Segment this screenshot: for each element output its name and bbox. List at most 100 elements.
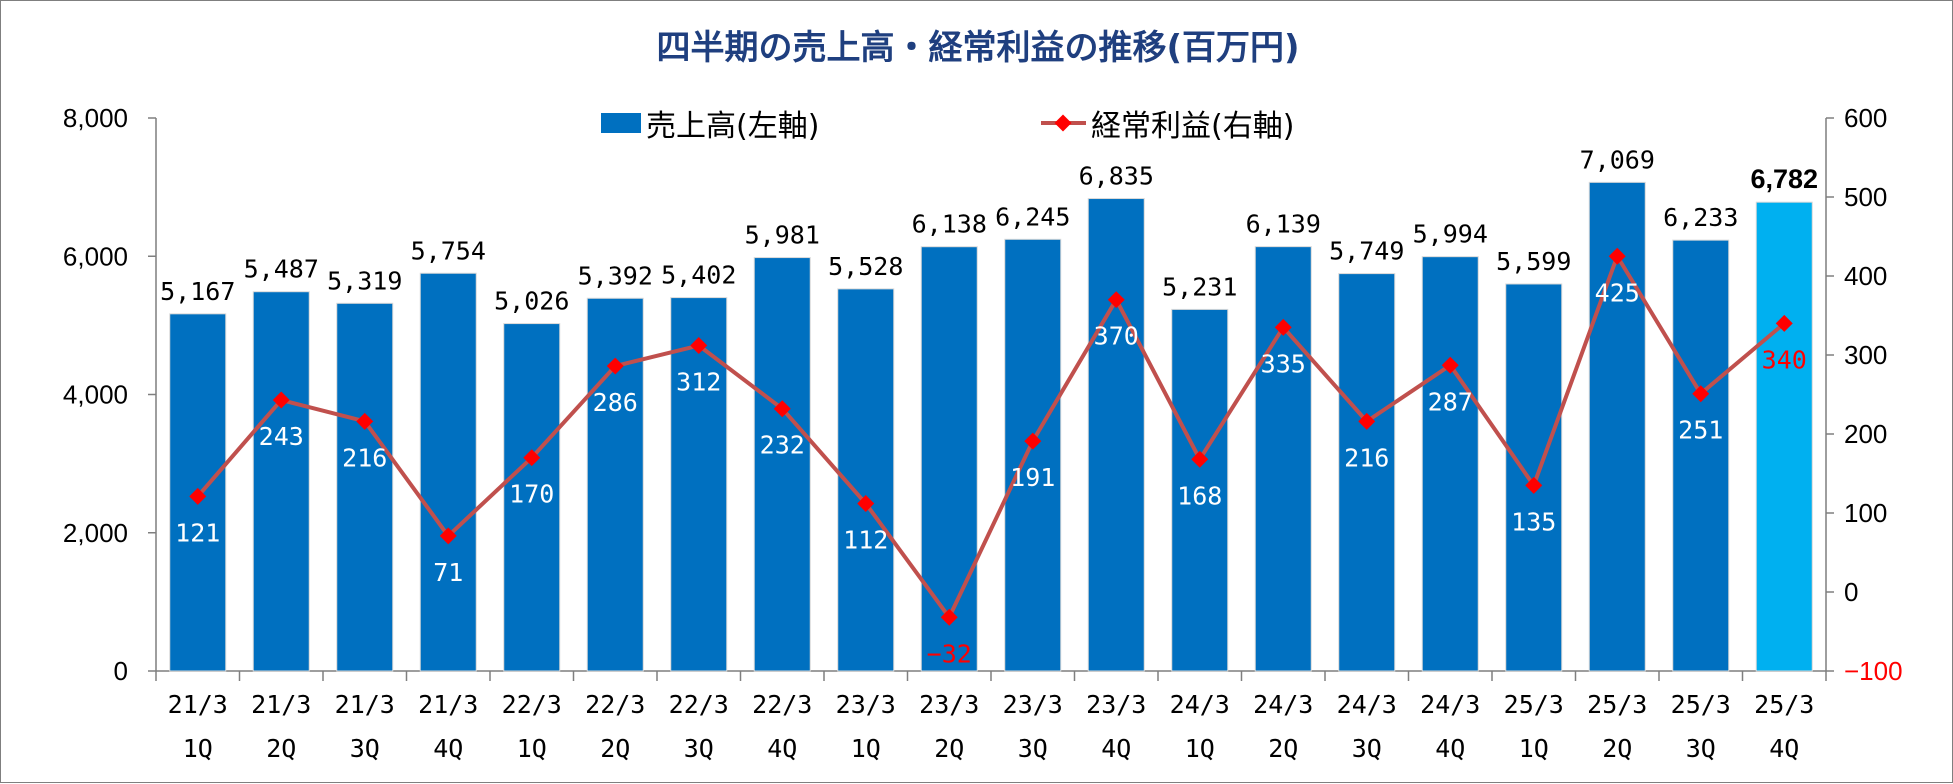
bar — [1254, 246, 1312, 672]
x-tick-label-year: 23/3 — [919, 690, 979, 719]
bar-value-label: 5,528 — [828, 252, 903, 281]
profit-value-label: 121 — [175, 518, 220, 547]
profit-value-label: 340 — [1762, 345, 1807, 374]
bar-value-label: 6,233 — [1663, 203, 1738, 232]
profit-value-label: 191 — [1010, 463, 1055, 492]
x-tick-label-year: 22/3 — [502, 690, 562, 719]
x-tick-label-year: 24/3 — [1337, 690, 1397, 719]
bar-value-label: 5,231 — [1162, 272, 1237, 301]
x-tick-label-year: 24/3 — [1253, 690, 1313, 719]
x-tick-label-year: 22/3 — [585, 690, 645, 719]
bar-value-label: 5,994 — [1413, 220, 1488, 249]
x-tick-label-quarter: 3Q — [1018, 734, 1048, 763]
profit-value-label: 216 — [342, 443, 387, 472]
profit-value-label: 287 — [1428, 387, 1473, 416]
bar-value-label: 5,026 — [494, 287, 569, 316]
bar — [1755, 201, 1813, 672]
data-labels: 5,167 5,487 5,319 5,754 5,026 5,392 5,402 5,981… — [160, 145, 1818, 668]
right-tick-label: 600 — [1844, 103, 1887, 133]
profit-value-label: 168 — [1177, 481, 1222, 510]
x-tick-label-quarter: 3Q — [1686, 734, 1716, 763]
x-tick-label-year: 21/3 — [251, 690, 311, 719]
x-tick-label-year: 23/3 — [1086, 690, 1146, 719]
x-tick-label-quarter: 1Q — [851, 734, 881, 763]
x-tick-label-year: 22/3 — [752, 690, 812, 719]
x-tick-label-quarter: 3Q — [350, 734, 380, 763]
x-tick-label-quarter: 2Q — [266, 734, 296, 763]
bar-value-label: 6,835 — [1079, 162, 1154, 191]
bar-series — [169, 181, 1813, 672]
x-tick-label-year: 25/3 — [1587, 690, 1647, 719]
bar-value-label: 5,167 — [160, 277, 235, 306]
left-tick-label: 8,000 — [63, 103, 128, 133]
profit-value-label: 112 — [843, 526, 888, 555]
x-tick-label-year: 24/3 — [1420, 690, 1480, 719]
x-tick-label-year: 23/3 — [1003, 690, 1063, 719]
x-tick-label-quarter: 4Q — [1435, 734, 1465, 763]
left-tick-label: 6,000 — [63, 241, 128, 271]
right-tick-label: 100 — [1844, 498, 1887, 528]
x-tick-label-quarter: 2Q — [1268, 734, 1298, 763]
x-tick-label-quarter: 1Q — [1519, 734, 1549, 763]
bar — [419, 272, 477, 672]
right-tick-label: 0 — [1844, 577, 1858, 607]
profit-value-label: 286 — [593, 388, 638, 417]
x-tick-label-quarter: 4Q — [1769, 734, 1799, 763]
x-tick-label-quarter: 1Q — [517, 734, 547, 763]
profit-value-label: 243 — [259, 422, 304, 451]
bar-value-label: 5,402 — [661, 261, 736, 290]
profit-marker — [523, 449, 541, 467]
left-tick-label: 2,000 — [63, 518, 128, 548]
bar — [586, 297, 644, 672]
left-tick-label: 0 — [114, 656, 128, 686]
x-tick-label-year: 23/3 — [836, 690, 896, 719]
bar — [1004, 238, 1062, 672]
x-tick-label-quarter: 4Q — [433, 734, 463, 763]
profit-marker — [940, 608, 958, 626]
profit-value-label: 71 — [433, 558, 463, 587]
profit-value-label: −32 — [927, 639, 972, 668]
axes: 0 2,000 4,000 6,000 8,000 −100 0 100 200 300 400 50… — [63, 103, 1903, 763]
bar — [920, 246, 978, 672]
x-tick-label-quarter: 2Q — [600, 734, 630, 763]
x-tick-label-year: 25/3 — [1504, 690, 1564, 719]
profit-value-label: 370 — [1094, 322, 1139, 351]
bar — [1087, 198, 1145, 672]
legend-line-label: 経常利益(右軸) — [1091, 109, 1294, 144]
bar-value-label: 6,245 — [995, 202, 1070, 231]
legend-bar-label: 売上高(左軸) — [646, 109, 819, 144]
profit-marker — [606, 357, 624, 375]
bar-value-label: 5,749 — [1329, 237, 1404, 266]
bar — [753, 257, 811, 672]
bar-value-label: 5,981 — [745, 221, 820, 250]
profit-marker — [272, 391, 290, 409]
bar-value-label: 6,138 — [912, 210, 987, 239]
profit-value-label: 335 — [1261, 349, 1306, 378]
profit-value-label: 312 — [676, 368, 721, 397]
x-tick-label-quarter: 2Q — [934, 734, 964, 763]
bar-value-label: 7,069 — [1580, 145, 1655, 174]
bar — [336, 302, 394, 672]
x-tick-label-quarter: 3Q — [684, 734, 714, 763]
x-tick-label-year: 25/3 — [1671, 690, 1731, 719]
profit-value-label: 216 — [1344, 443, 1389, 472]
right-tick-label: 500 — [1844, 182, 1887, 212]
bar — [1171, 308, 1229, 672]
x-tick-label-year: 21/3 — [335, 690, 395, 719]
bar — [252, 291, 310, 672]
bar-value-label: 5,487 — [244, 255, 319, 284]
x-tick-label-year: 21/3 — [168, 690, 228, 719]
right-tick-label: 300 — [1844, 340, 1887, 370]
profit-marker — [189, 487, 207, 505]
right-tick-label: −100 — [1844, 656, 1903, 686]
x-tick-label-year: 24/3 — [1170, 690, 1230, 719]
bar-value-label: 5,754 — [411, 236, 486, 265]
bar — [503, 323, 561, 672]
right-tick-label: 200 — [1844, 419, 1887, 449]
profit-marker — [356, 412, 374, 430]
bar-value-label: 5,599 — [1496, 247, 1571, 276]
bar — [1421, 256, 1479, 672]
x-tick-label-quarter: 2Q — [1602, 734, 1632, 763]
profit-line — [196, 254, 1786, 620]
